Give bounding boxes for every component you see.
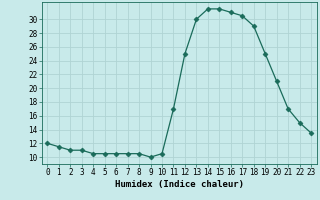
X-axis label: Humidex (Indice chaleur): Humidex (Indice chaleur) — [115, 180, 244, 189]
